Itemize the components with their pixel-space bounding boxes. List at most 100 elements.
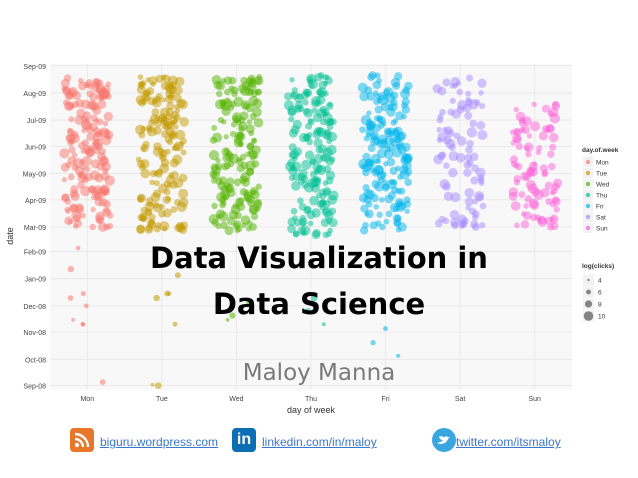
data-point <box>464 188 475 198</box>
data-point <box>152 98 158 105</box>
data-point <box>89 223 96 231</box>
y-tick-label: Jun-09 <box>25 144 47 151</box>
data-point <box>211 125 218 131</box>
data-point <box>520 220 530 229</box>
data-point <box>442 135 452 145</box>
data-point <box>208 150 220 161</box>
data-point <box>233 220 242 229</box>
data-point <box>311 99 320 108</box>
data-point <box>392 118 399 124</box>
data-point <box>537 216 548 227</box>
data-point <box>462 103 472 113</box>
data-point <box>82 176 89 184</box>
data-point <box>322 180 329 187</box>
data-point <box>219 201 226 209</box>
data-point <box>101 207 112 217</box>
x-tick-label: Fri <box>381 396 390 403</box>
data-point <box>401 105 411 114</box>
data-point <box>312 291 317 296</box>
data-point <box>232 115 241 124</box>
data-point <box>307 220 314 227</box>
data-point <box>61 177 67 183</box>
data-point <box>173 124 179 130</box>
data-point <box>287 108 296 117</box>
data-point <box>165 175 175 185</box>
data-point <box>289 77 295 83</box>
twitter-bird-icon[interactable] <box>432 428 456 452</box>
data-point <box>76 171 84 178</box>
data-point <box>178 99 188 110</box>
data-point <box>319 118 327 126</box>
twitter-link[interactable]: twitter.com/itsmaloy <box>456 435 561 449</box>
data-point <box>403 196 411 204</box>
legend-marker <box>585 192 591 198</box>
data-point <box>320 218 330 227</box>
data-point <box>322 231 330 239</box>
data-point <box>81 139 90 147</box>
data-point <box>309 195 319 206</box>
data-point <box>99 379 106 385</box>
data-point <box>92 78 100 85</box>
data-point <box>238 83 248 94</box>
data-point <box>140 168 151 179</box>
legend-label: 8 <box>598 302 602 309</box>
data-point <box>236 197 245 205</box>
linkedin-link[interactable]: linkedin.com/in/maloy <box>262 435 377 449</box>
data-point <box>449 97 456 104</box>
data-point <box>217 116 225 124</box>
data-point <box>98 129 105 136</box>
data-point <box>364 86 373 95</box>
data-point <box>173 85 183 95</box>
data-point <box>383 149 394 160</box>
data-point <box>396 200 403 207</box>
data-point <box>152 146 164 157</box>
data-point <box>449 209 460 220</box>
data-point <box>283 100 294 111</box>
blog-link[interactable]: biguru.wordpress.com <box>100 435 219 449</box>
data-point <box>508 191 518 201</box>
data-point <box>314 72 323 82</box>
data-point <box>62 86 72 96</box>
data-point <box>359 91 369 102</box>
data-point <box>170 206 178 213</box>
data-point <box>327 118 334 126</box>
x-tick-label: Thu <box>305 396 317 403</box>
data-point <box>90 114 98 123</box>
data-point <box>154 382 162 389</box>
data-point <box>383 326 388 332</box>
data-point <box>217 181 227 191</box>
data-point <box>370 340 376 346</box>
data-point <box>313 138 323 148</box>
data-point <box>442 78 451 87</box>
data-point <box>180 149 187 156</box>
data-point <box>478 90 484 96</box>
data-point <box>311 107 318 114</box>
data-point <box>325 102 334 110</box>
data-point <box>100 184 110 195</box>
data-point <box>226 188 236 198</box>
rss-icon[interactable] <box>70 428 94 452</box>
data-point <box>150 192 161 203</box>
data-point <box>515 142 523 151</box>
data-point <box>98 94 105 101</box>
data-point <box>229 131 237 138</box>
data-point <box>229 100 237 108</box>
data-point <box>246 142 255 151</box>
data-point <box>79 212 86 219</box>
linkedin-icon[interactable]: in <box>232 428 256 452</box>
data-point <box>510 140 517 146</box>
legend-label: Fri <box>596 204 604 211</box>
data-point <box>317 90 325 98</box>
data-point <box>218 211 229 222</box>
data-point <box>251 137 257 143</box>
data-point <box>250 190 260 200</box>
data-point <box>164 135 173 144</box>
data-point <box>315 146 323 154</box>
data-point <box>69 103 75 109</box>
data-point <box>326 124 334 131</box>
y-axis-ticks: Sep-08 Oct-08 Nov-08 Dec-08 Jan-09 Feb-09 Mar-… <box>23 64 46 391</box>
data-point <box>61 193 70 203</box>
legend-marker <box>586 289 591 295</box>
legend-label: 6 <box>598 290 602 297</box>
x-tick-label: Sun <box>528 396 541 403</box>
